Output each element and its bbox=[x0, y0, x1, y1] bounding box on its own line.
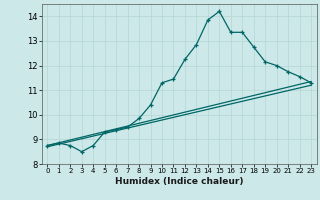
X-axis label: Humidex (Indice chaleur): Humidex (Indice chaleur) bbox=[115, 177, 244, 186]
